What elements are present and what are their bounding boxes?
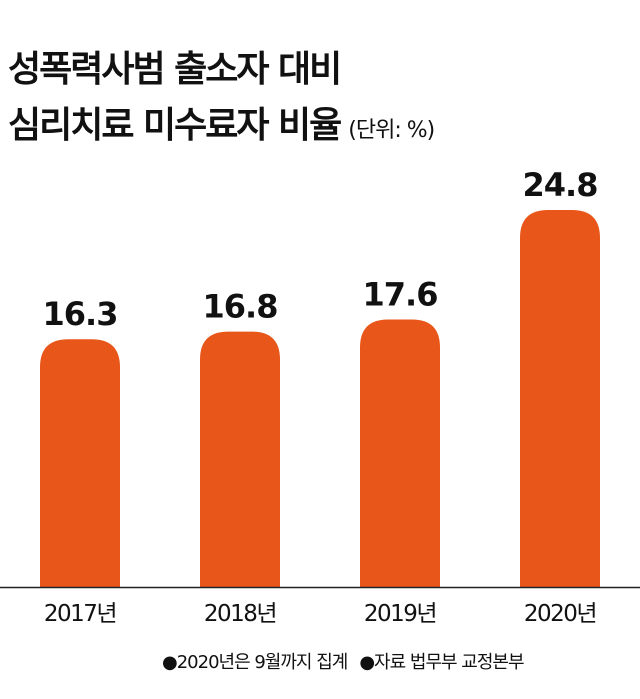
bar-2019년 [360, 319, 440, 587]
chart-title-line2-text: 심리치료 미수료자 비율 [8, 105, 342, 146]
data-label: 24.8 [523, 166, 598, 204]
bar-chart: 16.3 2017년 16.8 2018년 17.6 2019년 24.8 2020년 [0, 166, 640, 627]
data-label: 17.6 [363, 275, 438, 313]
bar-2018년 [200, 331, 280, 587]
chart-title-line2: 심리치료 미수료자 비율 (단위: %) [8, 105, 435, 146]
chart-title-line1: 성폭력사범 출소자 대비 [8, 49, 342, 90]
footnote-period: ●2020년은 9월까지 집계 [162, 652, 348, 673]
x-tick-label: 2017년 [44, 601, 116, 627]
bar-2020년 [520, 210, 600, 587]
unit-label: (단위: %) [348, 118, 435, 143]
data-label: 16.3 [43, 295, 118, 333]
x-tick-label: 2019년 [364, 601, 436, 627]
data-label: 16.8 [203, 288, 278, 326]
footnote-source: ●자료 법무부 교정본부 [359, 652, 524, 673]
x-tick-label: 2020년 [524, 601, 596, 627]
x-tick-label: 2018년 [204, 601, 276, 627]
bar-2017년 [40, 339, 120, 587]
footnotes: ●2020년은 9월까지 집계 ●자료 법무부 교정본부 [162, 648, 536, 674]
